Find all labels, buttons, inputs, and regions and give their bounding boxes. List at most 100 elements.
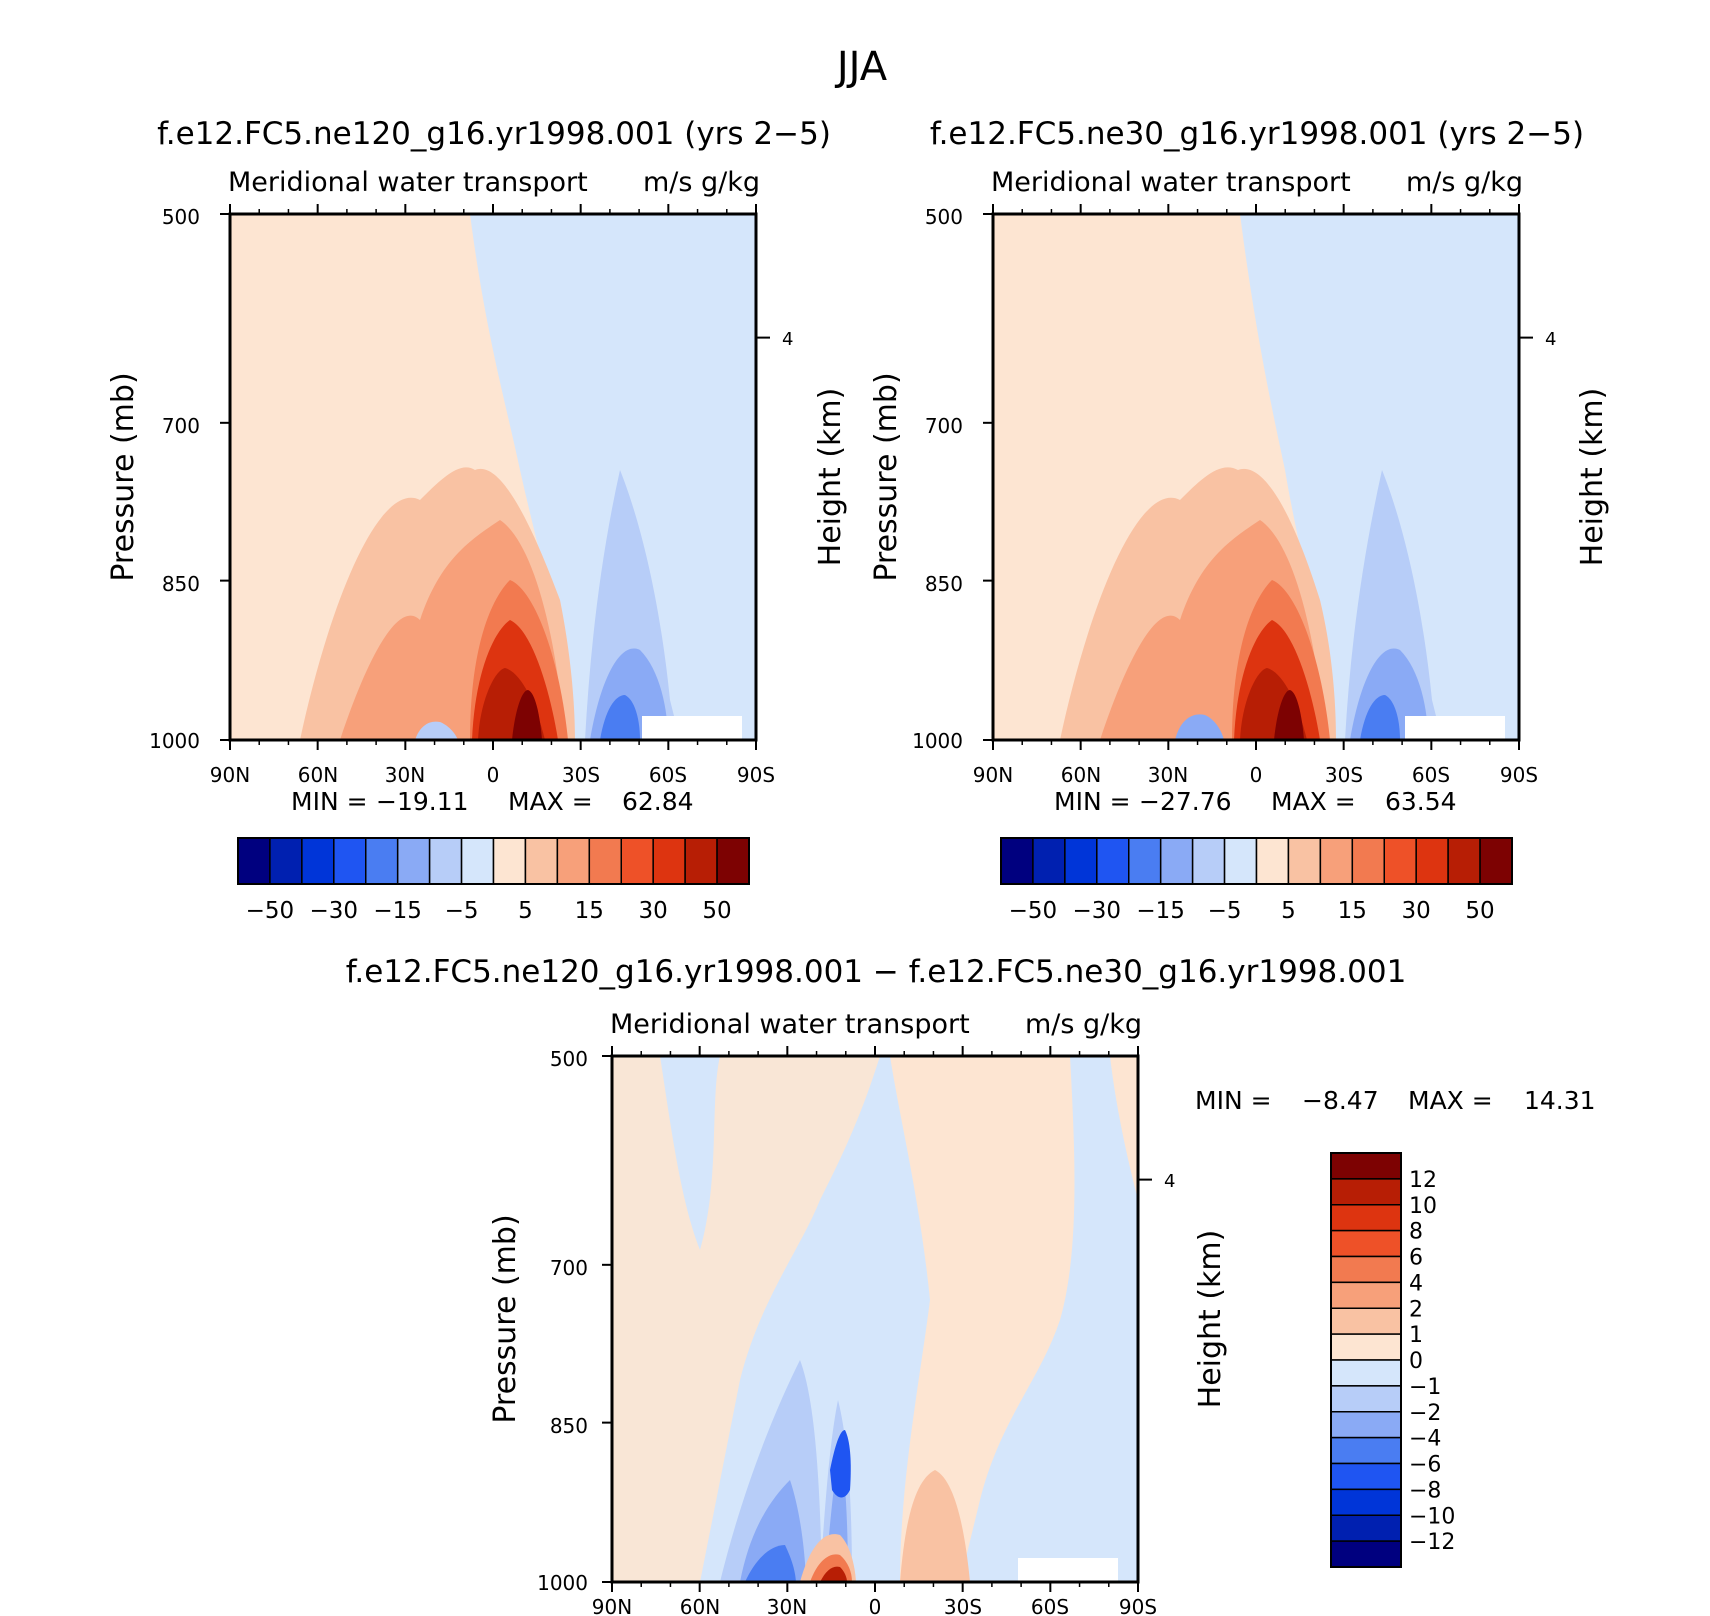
colorbar-swatch [1330, 1229, 1402, 1258]
panel-2-min-label: MIN = [1054, 787, 1131, 816]
colorbar-swatch [1032, 837, 1066, 885]
panel-1-xtick-label: 30S [562, 763, 600, 787]
colorbar-swatch [1255, 837, 1290, 885]
colorbar-label: −10 [1409, 1504, 1455, 1529]
colorbar-swatch [1330, 1152, 1402, 1180]
panel-1-y2label: Height (km) [813, 388, 848, 567]
panel-1-ytick-label: 850 [162, 572, 200, 596]
panel-1-masked-region [642, 716, 742, 740]
panel-1-max-value: 62.84 [622, 787, 694, 816]
panel-1-contour-nh-neg [415, 721, 458, 740]
panel-1-ylabel: Pressure (mb) [106, 372, 141, 581]
colorbar-swatch [524, 837, 559, 885]
colorbar-label: 30 [639, 898, 668, 924]
colorbar-label: 4 [1409, 1271, 1423, 1296]
colorbar-swatch [1128, 837, 1162, 885]
colorbar-label: 50 [702, 898, 731, 924]
colorbar-swatch [1479, 837, 1513, 885]
colorbar-label: −5 [1208, 898, 1242, 924]
panel-2-xtick-label: 60N [1061, 763, 1101, 787]
colorbar-label: 15 [1338, 898, 1367, 924]
colorbar-swatch [1330, 1178, 1402, 1206]
panel-1-min-value: −19.11 [376, 787, 469, 816]
colorbar-label: −15 [1136, 898, 1185, 924]
panel-1: f.e12.FC5.ne120_g16.yr1998.001 (yrs 2−5)… [106, 116, 848, 924]
colorbar-label: −12 [1409, 1530, 1455, 1555]
panel-3-xtick-label: 90N [592, 1595, 632, 1616]
panel-2-ylabel: Pressure (mb) [869, 372, 904, 581]
panel-3-units: m/s g/kg [1025, 1009, 1142, 1040]
panel-2-masked-region [1405, 716, 1505, 740]
colorbar-label: −5 [445, 898, 479, 924]
panel-1-negative-region [470, 214, 756, 740]
colorbar-swatch [1415, 837, 1449, 885]
colorbar-swatch [1330, 1514, 1402, 1542]
panel-1-contour-neg5 [585, 470, 680, 740]
colorbar-swatch [460, 837, 495, 885]
colorbar-label: −15 [373, 898, 422, 924]
colorbar-swatch [1223, 837, 1258, 885]
colorbar-label: 1 [1409, 1323, 1423, 1348]
colorbar-swatch [1351, 837, 1385, 885]
colorbar-swatch [1330, 1255, 1402, 1284]
colorbar-label: 50 [1465, 898, 1494, 924]
panel-2-max-value: 63.54 [1385, 787, 1457, 816]
colorbar-swatch [716, 837, 750, 885]
panel-3-plot-area [612, 1056, 1138, 1582]
colorbar-label: −50 [246, 898, 295, 924]
colorbar-label: −50 [1009, 898, 1058, 924]
colorbar-label: −2 [1409, 1401, 1441, 1426]
colorbar-label: −30 [1073, 898, 1122, 924]
colorbar-frame [1330, 1152, 1402, 1568]
panel-3-contour-pos10 [820, 1566, 847, 1582]
panel-1-plot-area [230, 214, 756, 740]
panel-3-max-label: MAX = [1408, 1086, 1493, 1115]
panel-1-contour-neg30 [600, 695, 640, 740]
colorbar-label: 8 [1409, 1220, 1423, 1245]
panel-2-min-value: −27.76 [1139, 787, 1232, 816]
panel-3-positive-pole [1110, 1056, 1138, 1200]
colorbar-swatch [269, 837, 303, 885]
colorbar-swatch [333, 837, 367, 885]
panel-3-subtitle-left: Meridional water transport [610, 1009, 970, 1040]
panel-2-ytick-label: 700 [925, 414, 963, 438]
panel-3-xtick-label: 60N [680, 1595, 720, 1616]
colorbar-label: −1 [1409, 1375, 1441, 1400]
panel-1-max-label: MAX = [508, 787, 593, 816]
panel-3-positive-east [890, 1056, 1075, 1582]
panel-3-positive-west [612, 1056, 880, 1582]
panel-2-y2tick-label: 4 [1545, 329, 1556, 350]
colorbar-swatch [1000, 837, 1034, 885]
panel-2-max-label: MAX = [1271, 787, 1356, 816]
colorbar-swatch [1287, 837, 1322, 885]
colorbar-label: 6 [1409, 1246, 1423, 1271]
colorbar-swatch [428, 837, 463, 885]
panel-3-contour-pos2-east [900, 1470, 970, 1582]
colorbar-label: 5 [518, 898, 533, 924]
colorbar-label: −4 [1409, 1427, 1441, 1452]
colorbar-swatch [1096, 837, 1130, 885]
colorbar-swatch [1330, 1333, 1402, 1361]
panel-1-xtick-label: 90S [737, 763, 775, 787]
colorbar-swatch [1319, 837, 1354, 885]
panel-1-units: m/s g/kg [643, 167, 760, 198]
colorbar-swatch [1330, 1411, 1402, 1439]
colorbar-swatch [1330, 1281, 1402, 1309]
panel-2-contour-max [1274, 690, 1304, 740]
panel-2: f.e12.FC5.ne30_g16.yr1998.001 (yrs 2−5) … [869, 116, 1610, 924]
colorbar-swatch [1330, 1462, 1402, 1491]
panel-2-xtick-label: 0 [1250, 763, 1263, 787]
panel-2-xtick-label: 30N [1148, 763, 1188, 787]
panel-3-ytick-label: 850 [550, 1414, 588, 1438]
panel-3-xtick-label: 60S [1031, 1595, 1069, 1616]
panel-1-ytick-label: 1000 [149, 729, 200, 753]
panel-2-xtick-label: 90N [973, 763, 1013, 787]
panel-2-ytick-label: 500 [925, 205, 963, 229]
colorbar-swatch [1330, 1385, 1402, 1413]
panel-1-xtick-label: 60N [298, 763, 338, 787]
colorbar-swatch [1330, 1307, 1402, 1335]
colorbar-swatch [365, 837, 399, 885]
colorbar-label: 10 [1409, 1194, 1437, 1219]
